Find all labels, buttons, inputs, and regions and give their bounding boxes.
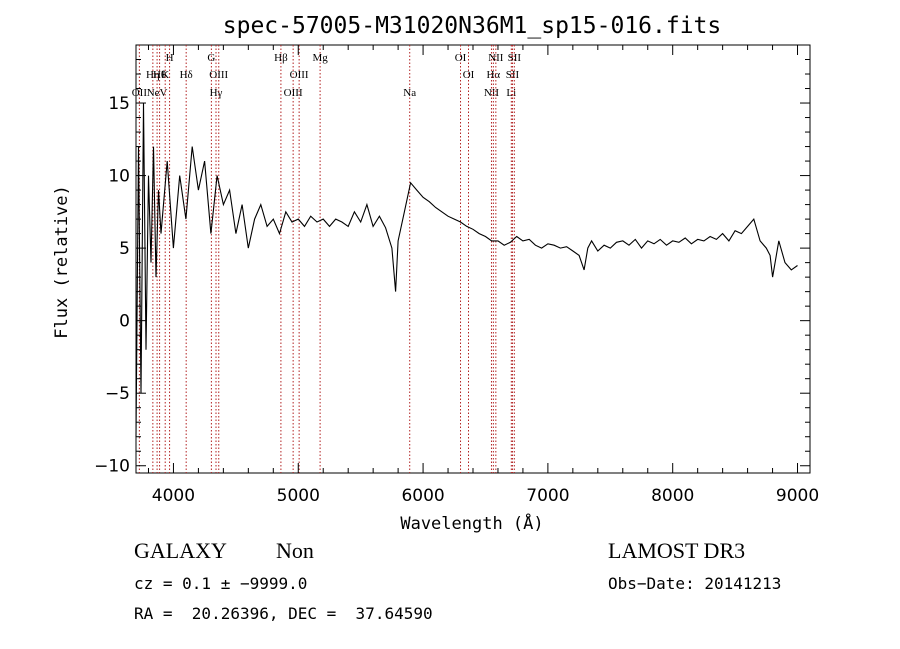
coordinates: RA = 20.26396, DEC = 37.64590: [134, 604, 433, 623]
plot-frame: [135, 44, 811, 474]
emission-marker-label: Hδ: [180, 69, 193, 81]
emission-marker-label: OI: [463, 69, 475, 81]
emission-marker-label: OII: [132, 87, 148, 99]
y-axis: −10 −5 0 5 10 15: [94, 59, 810, 477]
redshift-text: cz = 0.1 ± −9999.0: [134, 574, 308, 593]
emission-marker-label: Hη: [146, 69, 160, 81]
x-axis-label: Wavelength (Å): [400, 512, 543, 534]
x-tick-label: 5000: [277, 486, 320, 506]
y-tick-label: 10: [108, 167, 130, 187]
y-tick-label: −5: [105, 384, 130, 404]
x-axis: 4000 5000 6000 7000 8000 9000: [147, 45, 819, 506]
emission-marker-label: NeV: [147, 87, 168, 99]
x-tick-label: 6000: [401, 486, 444, 506]
emission-marker-label: Li: [506, 87, 516, 99]
spectrum-series: [135, 102, 798, 437]
emission-marker-label: K: [161, 69, 169, 81]
emission-line-markers: OIIHηNeVHθKHHδGHγOIIIHβOIIIOIIIMgNaOIOIN…: [132, 45, 522, 473]
emission-marker-label: OIII: [290, 69, 309, 81]
emission-marker-label: OIII: [209, 69, 228, 81]
x-tick-label: 7000: [526, 486, 569, 506]
emission-marker-label: SII: [506, 69, 520, 81]
emission-marker-label: Hγ: [210, 87, 223, 99]
emission-marker-label: OI: [455, 52, 467, 64]
emission-marker-label: NII: [484, 87, 500, 99]
object-subclass: Non: [276, 538, 314, 563]
x-tick-label: 9000: [776, 486, 819, 506]
x-tick-label: 8000: [651, 486, 694, 506]
x-tick-label: 4000: [152, 486, 195, 506]
emission-marker-label: H: [166, 52, 174, 64]
emission-marker-label: Hβ: [274, 52, 288, 64]
object-class: GALAXY: [134, 538, 227, 563]
emission-marker-label: Hα: [486, 69, 500, 81]
y-tick-label: 5: [119, 239, 130, 259]
emission-marker-label: NII: [488, 52, 504, 64]
emission-marker-label: G: [207, 52, 215, 64]
emission-marker-label: OIII: [284, 87, 303, 99]
y-axis-label: Flux (relative): [52, 185, 72, 339]
emission-marker-label: Mg: [312, 52, 328, 64]
emission-marker-label: Na: [403, 87, 416, 99]
chart-title: spec-57005-M31020N36M1_sp15-016.fits: [223, 13, 722, 39]
emission-marker-label: SII: [508, 52, 522, 64]
spectrum-line: [135, 102, 798, 437]
y-tick-label: 0: [119, 312, 130, 332]
y-tick-label: 15: [108, 94, 130, 114]
emission-marker-label: Hθ: [153, 69, 166, 81]
obs-date: Obs−Date: 20141213: [608, 574, 782, 593]
y-tick-label: −10: [94, 457, 130, 477]
survey-label: LAMOST DR3: [608, 538, 746, 563]
